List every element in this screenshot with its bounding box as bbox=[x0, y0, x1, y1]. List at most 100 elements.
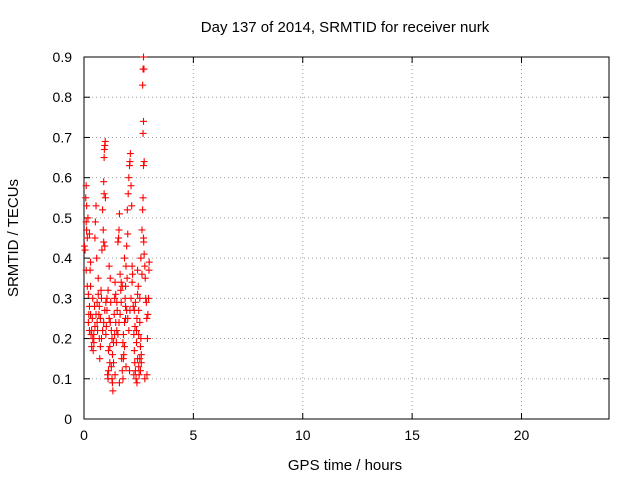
data-point bbox=[124, 190, 132, 198]
data-point bbox=[93, 318, 101, 326]
data-point bbox=[90, 331, 98, 339]
data-point bbox=[84, 214, 92, 222]
data-point bbox=[83, 202, 91, 210]
data-point bbox=[131, 322, 139, 330]
data-point bbox=[128, 202, 136, 210]
data-point bbox=[99, 206, 107, 214]
data-point bbox=[131, 298, 139, 306]
x-tick-label: 0 bbox=[80, 427, 88, 443]
data-point bbox=[100, 318, 108, 326]
data-point bbox=[133, 327, 140, 335]
data-point bbox=[118, 282, 126, 290]
y-tick-label: 0.9 bbox=[53, 49, 73, 65]
data-point bbox=[139, 194, 147, 202]
data-point bbox=[129, 270, 137, 278]
data-points bbox=[80, 53, 153, 395]
data-point bbox=[113, 298, 121, 306]
data-point bbox=[88, 343, 96, 351]
data-point bbox=[133, 339, 140, 347]
data-point bbox=[84, 318, 92, 326]
data-point bbox=[101, 306, 109, 314]
data-point bbox=[102, 331, 110, 339]
data-point bbox=[140, 53, 147, 61]
data-point bbox=[113, 327, 121, 335]
plot-frame bbox=[83, 56, 610, 420]
data-point bbox=[91, 322, 99, 330]
data-point bbox=[108, 335, 116, 343]
data-point bbox=[100, 178, 108, 186]
data-point bbox=[116, 310, 124, 318]
data-point bbox=[93, 254, 101, 262]
data-point bbox=[124, 230, 132, 238]
data-point bbox=[82, 194, 90, 202]
data-point bbox=[127, 182, 135, 190]
data-point bbox=[108, 375, 116, 383]
y-tick-label: 0.3 bbox=[53, 290, 73, 306]
data-point bbox=[142, 298, 150, 306]
data-point bbox=[88, 314, 96, 322]
data-point bbox=[135, 363, 143, 371]
data-point bbox=[111, 278, 119, 286]
x-tick-label: 15 bbox=[404, 427, 420, 443]
data-point bbox=[106, 343, 114, 351]
data-point bbox=[91, 218, 99, 226]
x-axis-label: GPS time / hours bbox=[288, 457, 402, 474]
data-point bbox=[121, 294, 129, 302]
data-point bbox=[99, 226, 107, 234]
data-point bbox=[144, 310, 152, 318]
data-point bbox=[105, 314, 113, 322]
y-tick-label: 0.2 bbox=[53, 331, 73, 347]
data-point bbox=[114, 238, 122, 246]
data-point bbox=[117, 286, 125, 294]
data-point bbox=[136, 294, 144, 302]
data-point bbox=[89, 347, 97, 355]
data-point bbox=[99, 327, 107, 335]
data-point bbox=[100, 154, 108, 162]
data-point bbox=[85, 302, 93, 310]
data-point bbox=[122, 262, 130, 270]
data-point bbox=[82, 218, 90, 226]
data-point bbox=[136, 318, 144, 326]
data-point bbox=[138, 226, 146, 234]
data-point bbox=[98, 246, 106, 254]
data-point bbox=[143, 371, 151, 379]
data-point bbox=[83, 226, 91, 234]
data-point bbox=[138, 270, 146, 278]
data-point bbox=[94, 274, 102, 282]
data-point bbox=[140, 162, 147, 170]
data-point bbox=[96, 355, 104, 363]
data-point bbox=[104, 286, 112, 294]
data-point bbox=[122, 314, 130, 322]
data-point bbox=[136, 343, 144, 351]
data-point bbox=[100, 190, 108, 198]
data-point bbox=[83, 282, 91, 290]
data-point bbox=[119, 375, 127, 383]
x-tick-label: 10 bbox=[295, 427, 311, 443]
y-tick-label: 0.7 bbox=[53, 129, 73, 145]
data-point bbox=[110, 310, 118, 318]
data-point bbox=[135, 331, 143, 339]
data-point bbox=[127, 294, 135, 302]
data-point bbox=[108, 351, 116, 359]
data-point bbox=[123, 274, 131, 282]
data-point bbox=[97, 286, 105, 294]
data-point bbox=[126, 150, 134, 158]
data-point bbox=[83, 234, 91, 242]
data-point bbox=[80, 242, 88, 250]
data-point bbox=[112, 290, 120, 298]
y-tick-label: 0.6 bbox=[53, 170, 73, 186]
data-point bbox=[141, 262, 149, 270]
data-point bbox=[112, 318, 120, 326]
y-tick-label: 0 bbox=[64, 411, 72, 427]
data-point bbox=[117, 278, 125, 286]
data-point bbox=[139, 81, 147, 89]
data-point bbox=[139, 206, 147, 214]
data-point bbox=[111, 331, 119, 339]
data-point bbox=[115, 226, 123, 234]
data-point bbox=[143, 314, 151, 322]
data-point bbox=[126, 367, 133, 375]
data-point bbox=[101, 137, 109, 145]
data-point bbox=[125, 174, 133, 182]
data-point bbox=[140, 250, 148, 258]
y-tick-label: 0.4 bbox=[53, 250, 73, 266]
